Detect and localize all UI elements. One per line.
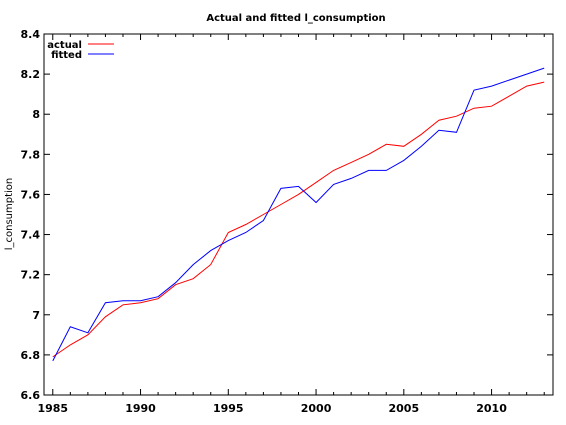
y-tick-label: 8	[32, 108, 40, 121]
x-axis: 1985 1990 1995 2000 2005 2010	[37, 34, 545, 415]
series-line-actual	[52, 81, 545, 358]
x-tick-label: 2010	[476, 402, 507, 415]
y-axis-label: l_consumption	[4, 178, 15, 251]
x-tick-label: 2005	[388, 402, 419, 415]
y-tick-label: 7.4	[21, 229, 41, 242]
y-tick-label: 8.4	[21, 28, 41, 41]
plot-frame	[43, 33, 554, 396]
x-tick-label: 2000	[301, 402, 332, 415]
legend-label-fitted: fitted	[51, 50, 82, 61]
y-tick-label: 7	[32, 309, 40, 322]
y-tick-label: 8.2	[21, 68, 41, 81]
series-lines	[52, 67, 545, 362]
y-tick-label: 7.6	[21, 188, 41, 201]
x-tick-label: 1985	[37, 402, 68, 415]
x-tick-label: 1990	[125, 402, 156, 415]
y-tick-label: 7.2	[21, 269, 41, 282]
x-tick-label: 1995	[213, 402, 244, 415]
y-tick-label: 6.6	[21, 389, 41, 402]
chart-title: Actual and fitted l_consumption	[206, 13, 385, 24]
legend-label-actual: actual	[47, 40, 82, 51]
legend: actual fitted	[47, 40, 114, 61]
y-axis: 6.6 6.8 7 7.2 7.4 7.6 7.8 8 8.2 8.4	[21, 28, 553, 402]
y-tick-label: 7.8	[21, 148, 41, 161]
series-line-fitted	[52, 67, 545, 362]
y-tick-label: 6.8	[21, 349, 41, 362]
